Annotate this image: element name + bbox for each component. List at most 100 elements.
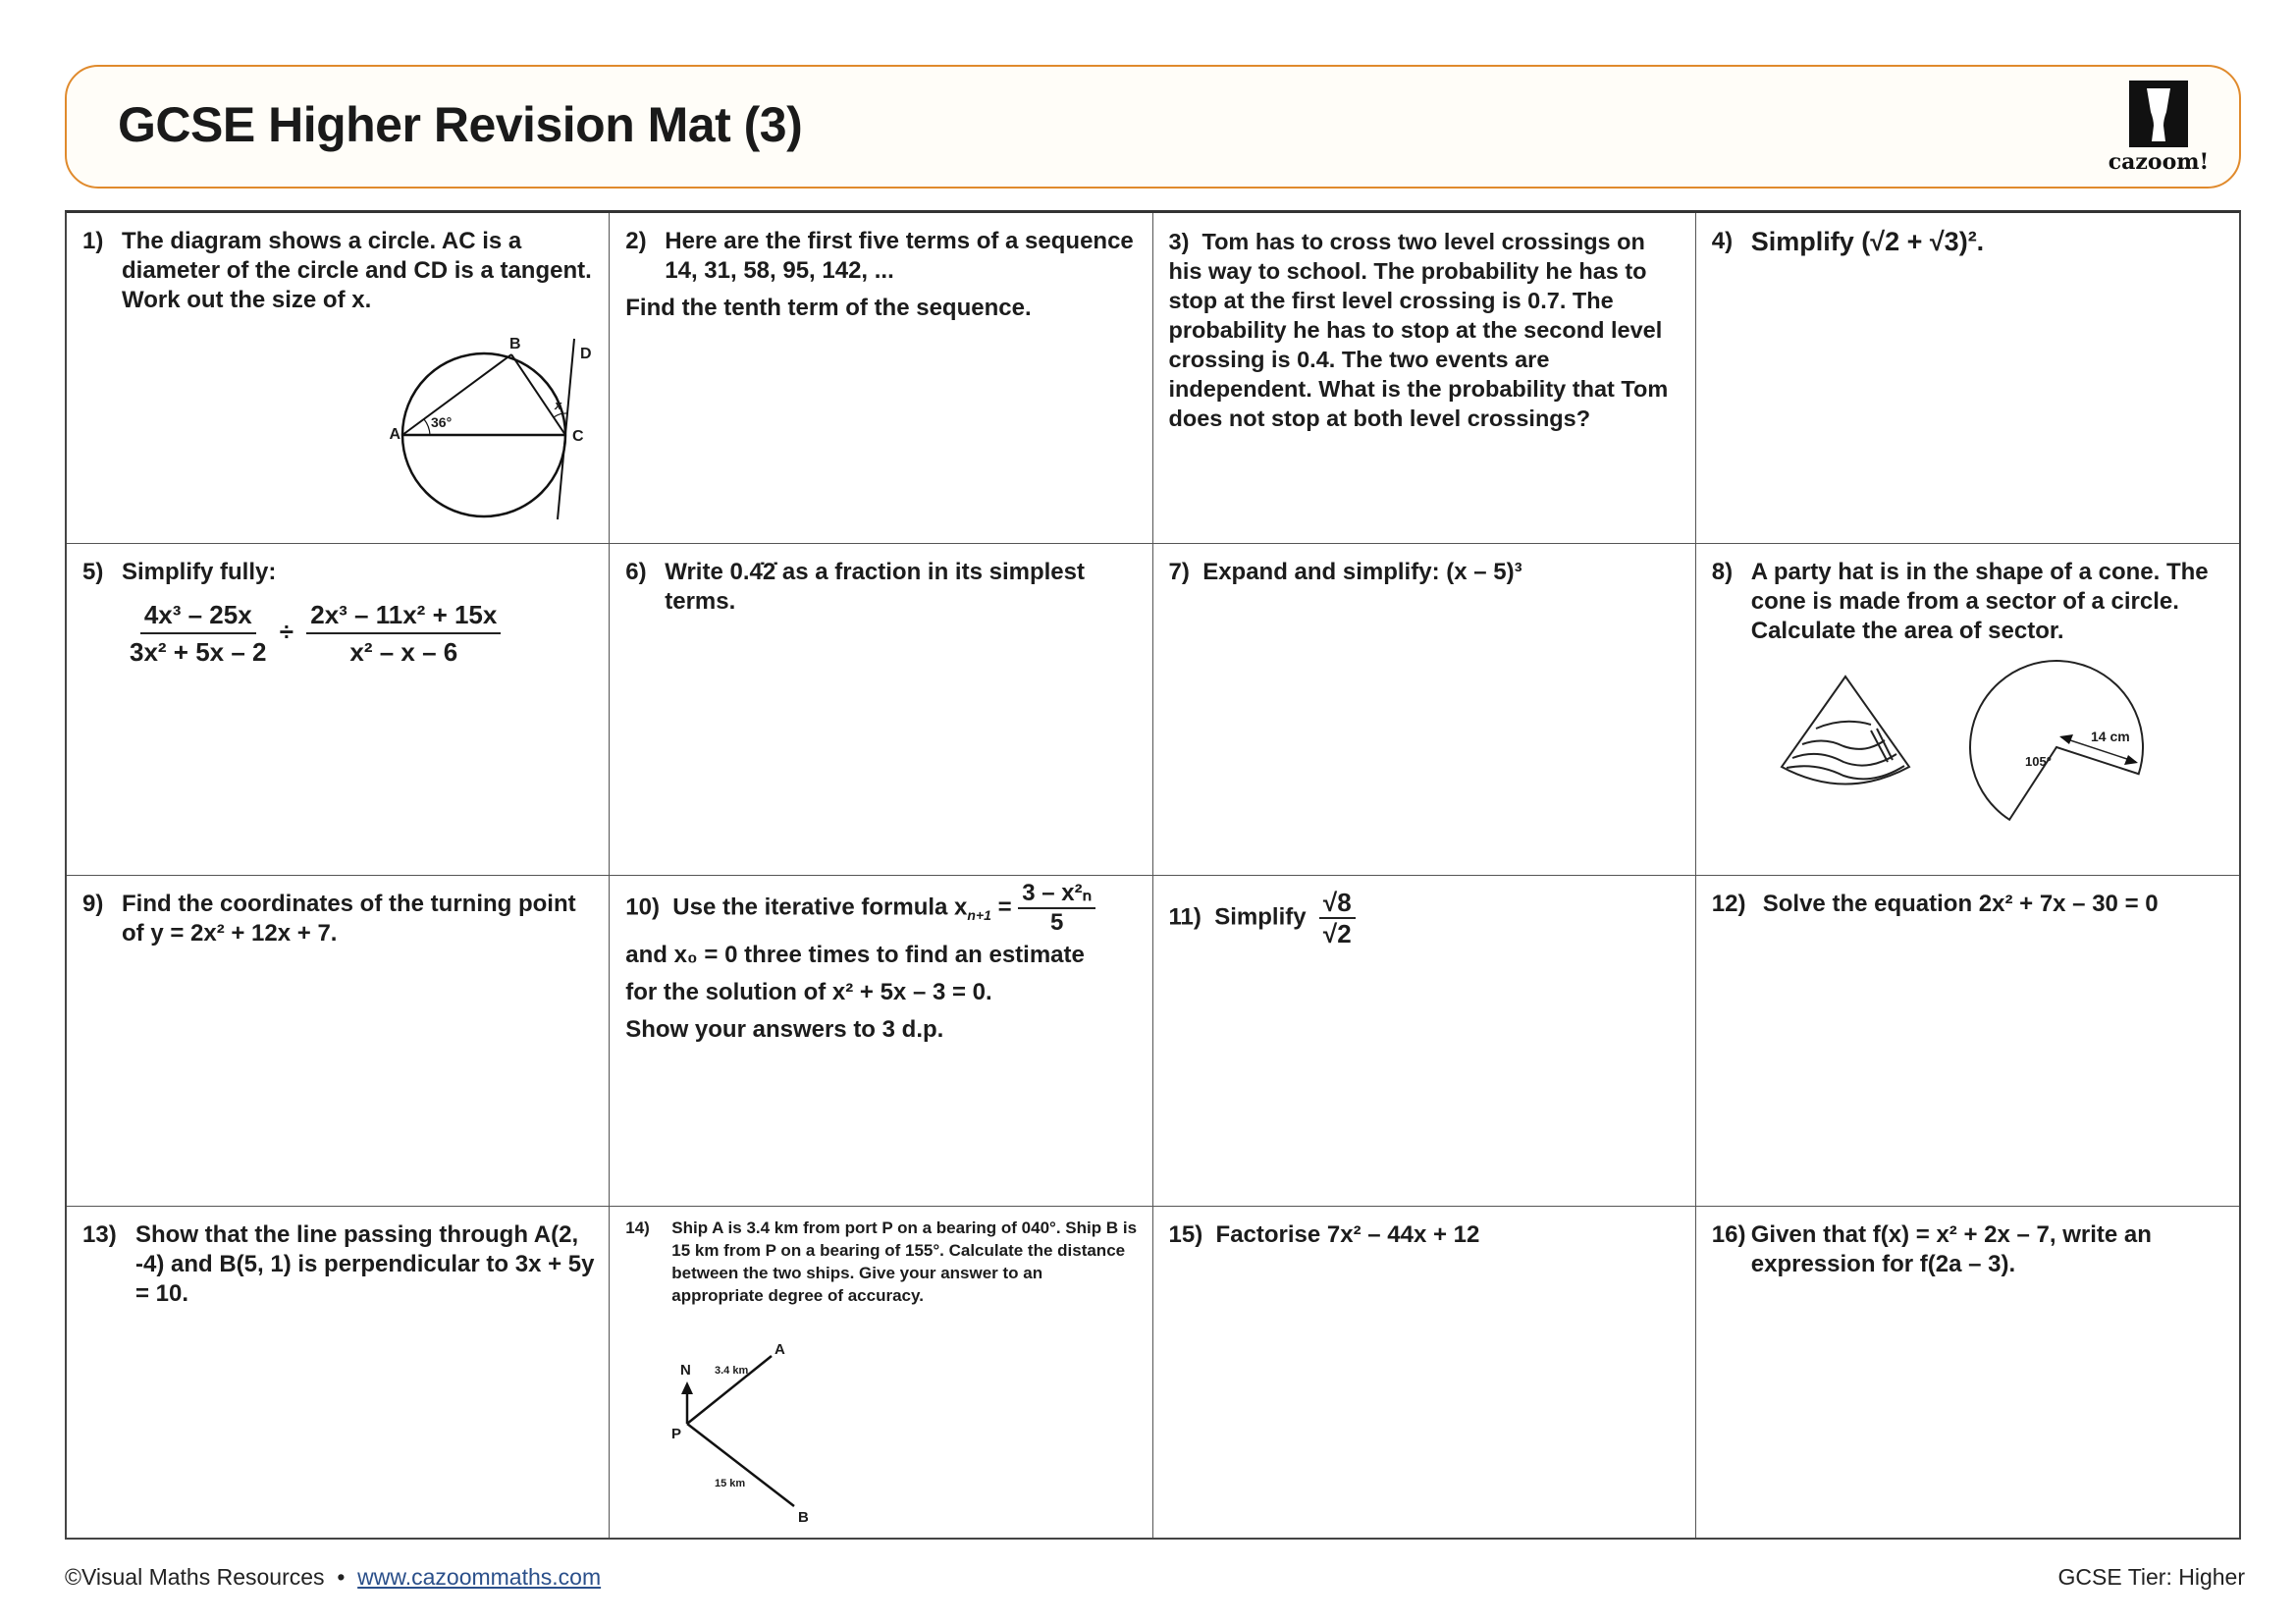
line-pb: [686, 1422, 796, 1507]
subscript: n+1: [967, 906, 991, 923]
question-text-line: and x₀ = 0 three times to find an estima…: [625, 941, 1085, 968]
question-number: 10): [625, 893, 660, 920]
label-p: P: [671, 1426, 681, 1442]
label-n: N: [680, 1362, 691, 1379]
party-hat-icon: [1780, 675, 1911, 785]
root-fraction: √8 √2: [1318, 888, 1356, 948]
question-1: 1) The diagram shows a circle. AC is a di…: [67, 213, 611, 545]
chord-ab: [401, 353, 512, 436]
question-12: 12) Solve the equation 2x² + 7x – 30 = 0: [1695, 876, 2239, 1207]
question-text: Solve the equation 2x² + 7x – 30 = 0: [1762, 890, 2159, 917]
question-8: 8) A party hat is in the shape of a cone.…: [1695, 544, 2239, 876]
question-number: 6): [625, 559, 647, 586]
question-text: Show that the line passing through A(2, …: [135, 1220, 595, 1307]
question-7: 7) Expand and simplify: (x – 5)³: [1152, 544, 1696, 876]
question-number: 4): [1711, 228, 1734, 254]
label-distance-pa: 3.4 km: [715, 1365, 748, 1377]
question-text: Write 0.4̇2̇ as a fraction in its simple…: [665, 559, 1085, 616]
drum-icon: [2147, 88, 2170, 141]
bearing-diagram: N P A B 3.4 km 15 km: [671, 1341, 809, 1526]
question-number: 12): [1711, 890, 1746, 917]
question-13: 13) Show that the line passing through A(…: [67, 1206, 611, 1538]
question-11: 11) Simplify √8 √2: [1152, 875, 1696, 1207]
cone-sector-diagram: 14 cm 105°: [1780, 660, 2144, 822]
denominator: x² – x – 6: [349, 637, 458, 668]
question-text: Given that f(x) = x² + 2x – 7, write an …: [1750, 1220, 2152, 1277]
question-number: 5): [82, 559, 104, 586]
question-number: 2): [625, 228, 647, 254]
sector: [1968, 660, 2144, 822]
label-b: B: [509, 336, 521, 352]
label-angle-36: 36°: [431, 414, 452, 430]
question-number: 9): [82, 890, 104, 917]
question-6: 6) Write 0.4̇2̇ as a fraction in its simp…: [610, 544, 1153, 876]
label-d: D: [580, 346, 592, 362]
question-text: Tom has to cross two level crossings on …: [1168, 229, 1669, 431]
angle-arc-x: [553, 412, 568, 418]
question-text: Factorise 7x² – 44x + 12: [1215, 1220, 1480, 1248]
label-b: B: [798, 1509, 809, 1526]
label-a: A: [389, 426, 400, 443]
cazoom-logo: cazoom!: [2104, 81, 2212, 179]
question-14: 14) Ship A is 3.4 km from port P on a bea…: [610, 1206, 1153, 1538]
denominator: 3x² + 5x – 2: [130, 637, 267, 668]
numerator: 3 – x²ₙ: [1018, 880, 1096, 909]
equals-sign: =: [997, 893, 1012, 920]
question-16: 16) Given that f(x) = x² + 2x – 7, write …: [1696, 1207, 2239, 1538]
question-number: 8): [1711, 559, 1734, 586]
divide-sign: ÷: [279, 617, 294, 647]
fraction-1: 4x³ – 25x 3x² + 5x – 2: [130, 597, 267, 670]
question-text: Simplify (√2 + √3)².: [1750, 227, 1985, 256]
label-radius: 14 cm: [2091, 729, 2130, 744]
question-number: 7): [1168, 559, 1190, 586]
question-9: 9) Find the coordinates of the turning po…: [67, 875, 611, 1207]
question-instruction: Find the tenth term of the sequence.: [625, 295, 1032, 321]
numerator: 2x³ – 11x² + 15x: [306, 597, 502, 635]
fraction-2: 2x³ – 11x² + 15x x² – x – 6: [306, 597, 502, 670]
logo-text: cazoom!: [2108, 149, 2210, 175]
question-number: 14): [625, 1218, 650, 1237]
question-number: 1): [82, 228, 104, 254]
question-number: 3): [1168, 229, 1190, 254]
question-15: 15) Factorise 7x² – 44x + 12: [1153, 1206, 1696, 1538]
question-number: 11): [1168, 902, 1201, 930]
header-banner: GCSE Higher Revision Mat (3) cazoom!: [65, 65, 2241, 189]
question-10: 10) Use the iterative formula xn+1 = 3 –…: [610, 875, 1153, 1207]
label-angle: 105°: [2025, 754, 2052, 769]
circle-diagram: A B C D 36° x: [389, 336, 592, 520]
north-arrow-icon: [681, 1380, 694, 1394]
question-text: Find the coordinates of the turning poin…: [122, 890, 576, 947]
question-number: 15): [1168, 1220, 1203, 1248]
question-number: 13): [82, 1220, 117, 1248]
numerator: √8: [1318, 888, 1356, 919]
question-5: 5) Simplify fully: 4x³ – 25x 3x² + 5x – 2 …: [67, 544, 611, 876]
question-text: Simplify: [1214, 902, 1307, 930]
bullet-separator: •: [337, 1564, 346, 1590]
expression: 4x³ – 25x 3x² + 5x – 2 ÷ 2x³ – 11x² + 15x…: [130, 597, 595, 670]
chord-bc: [510, 353, 566, 436]
tangent-cd: [557, 338, 575, 520]
question-4: 4) Simplify (√2 + √3)².: [1695, 213, 2239, 545]
question-number: 16): [1711, 1220, 1746, 1248]
footer-left: ©Visual Maths Resources • www.cazoommath…: [65, 1564, 601, 1591]
label-c: C: [572, 428, 584, 445]
label-x: x: [554, 398, 562, 412]
question-text: The diagram shows a circle. AC is a diam…: [122, 228, 592, 313]
line-pa: [686, 1354, 774, 1425]
numerator: 4x³ – 25x: [139, 597, 256, 635]
question-text-line: for the solution of x² + 5x – 3 = 0.: [625, 978, 992, 1005]
question-text: Simplify fully:: [122, 559, 277, 586]
copyright-text: ©Visual Maths Resources: [65, 1564, 325, 1590]
arrowheads: [2058, 734, 2138, 766]
iterative-fraction: 3 – x²ₙ 5: [1018, 880, 1096, 937]
radius-arrow: [2060, 736, 2136, 763]
question-3: 3) Tom has to cross two level crossings …: [1152, 213, 1696, 545]
question-text: Use the iterative formula x: [672, 893, 968, 920]
denominator: 5: [1050, 908, 1064, 936]
website-link[interactable]: www.cazoommaths.com: [357, 1564, 602, 1590]
question-text-line: Show your answers to 3 d.p.: [625, 1015, 944, 1043]
page-title: GCSE Higher Revision Mat (3): [118, 97, 803, 152]
question-text: A party hat is in the shape of a cone. T…: [1750, 559, 2209, 645]
question-2: 2) Here are the first five terms of a seq…: [610, 213, 1153, 545]
angle-arc-36: [423, 418, 431, 436]
